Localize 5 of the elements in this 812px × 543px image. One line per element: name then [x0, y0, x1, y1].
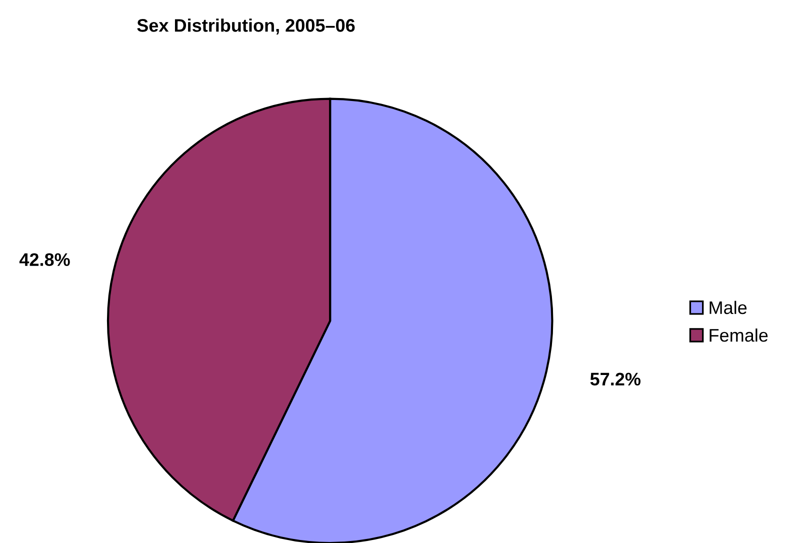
chart-title: Sex Distribution, 2005–06 — [137, 18, 355, 34]
legend-label: Male — [710, 300, 747, 314]
data-label: 57.2% — [590, 372, 641, 386]
data-label: 42.8% — [19, 253, 70, 266]
legend-label: Female — [710, 328, 768, 342]
